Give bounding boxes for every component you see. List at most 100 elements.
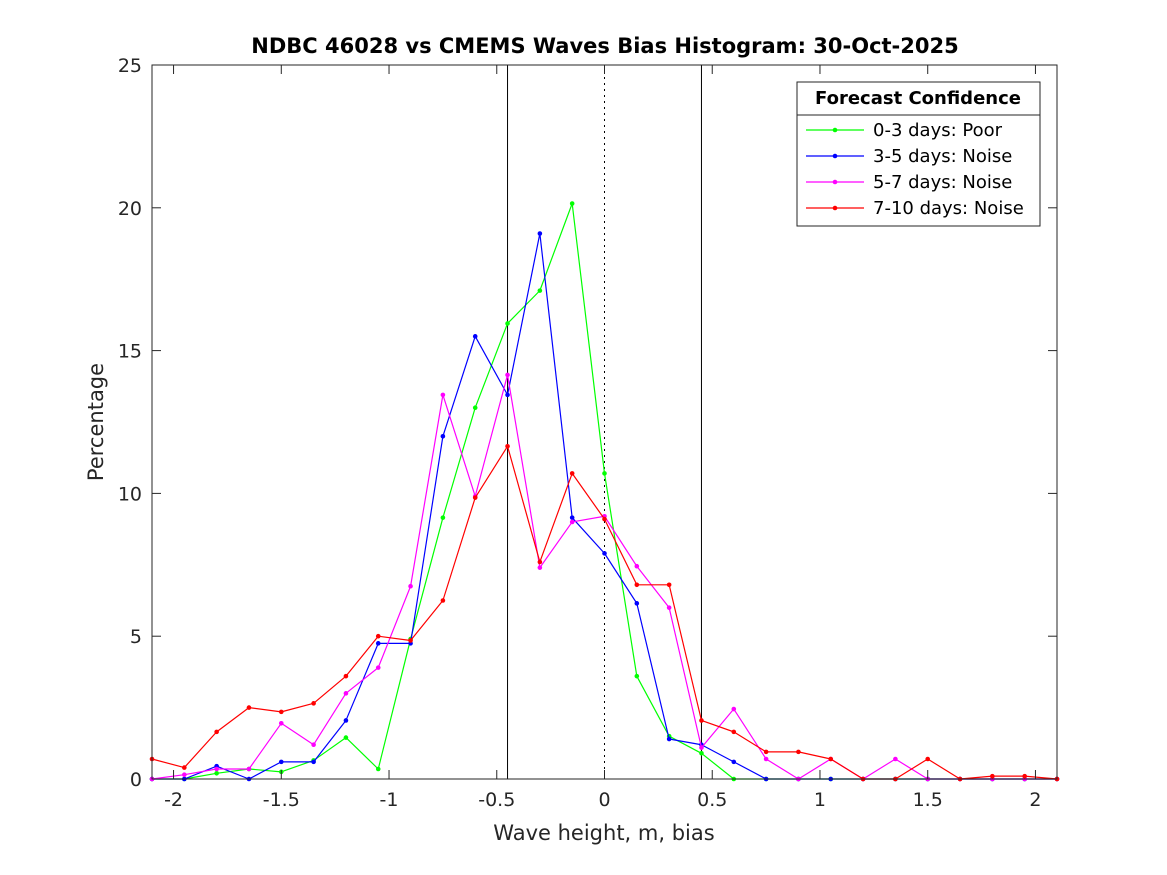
data-point bbox=[666, 605, 672, 610]
data-point bbox=[699, 718, 704, 723]
data-point bbox=[763, 749, 769, 755]
data-point bbox=[569, 519, 575, 525]
data-point bbox=[763, 756, 769, 762]
legend-swatch-marker bbox=[832, 127, 838, 133]
data-point bbox=[343, 691, 349, 696]
data-point bbox=[537, 565, 543, 570]
data-point bbox=[214, 770, 219, 776]
data-point bbox=[505, 392, 510, 398]
data-point bbox=[246, 766, 252, 772]
data-point bbox=[537, 288, 543, 293]
data-point bbox=[440, 392, 446, 398]
legend-label: 5-7 days: Noise bbox=[873, 172, 1012, 193]
data-point bbox=[472, 495, 478, 500]
x-tick-label: 0 bbox=[598, 789, 610, 811]
data-point bbox=[634, 582, 640, 588]
reference-lines bbox=[507, 65, 702, 779]
y-tick-label: 25 bbox=[118, 55, 142, 77]
x-tick-label: 0.5 bbox=[697, 789, 727, 811]
x-tick-label: -1 bbox=[380, 789, 399, 811]
legend-box bbox=[796, 81, 1041, 227]
data-point bbox=[408, 583, 413, 589]
x-tick-label: -0.5 bbox=[478, 789, 515, 811]
data-point bbox=[731, 706, 737, 712]
data-point bbox=[182, 772, 187, 778]
legend-entries: 0-3 days: Poor 3-5 days: Noise 5-7 days: N… bbox=[806, 120, 1024, 219]
y-tick-label: 20 bbox=[118, 198, 142, 220]
series-4 bbox=[149, 443, 1060, 782]
data-point bbox=[214, 729, 219, 735]
x-tick-label: -1.5 bbox=[263, 789, 300, 811]
data-point bbox=[278, 759, 284, 765]
x-axis-label: Wave height, m, bias bbox=[493, 821, 714, 845]
data-point bbox=[634, 673, 640, 679]
data-point bbox=[440, 515, 446, 520]
y-tick-label: 10 bbox=[118, 483, 142, 505]
data-point bbox=[699, 750, 704, 756]
data-point bbox=[634, 601, 640, 606]
data-point bbox=[278, 721, 284, 726]
data-point bbox=[408, 638, 413, 643]
data-point bbox=[182, 765, 187, 770]
x-tick-label: 2 bbox=[1029, 789, 1041, 811]
legend-title: Forecast Confidence bbox=[815, 88, 1021, 109]
data-point bbox=[375, 665, 381, 670]
data-point bbox=[311, 701, 316, 706]
y-axis-label: Percentage bbox=[84, 363, 108, 481]
data-point bbox=[375, 633, 381, 639]
data-point bbox=[375, 766, 381, 772]
data-point bbox=[343, 735, 349, 740]
legend-swatch-marker bbox=[832, 153, 838, 159]
data-point bbox=[537, 231, 543, 236]
data-point bbox=[440, 598, 446, 603]
y-tick-label: 5 bbox=[130, 626, 142, 648]
data-point bbox=[731, 729, 737, 735]
data-point bbox=[731, 759, 737, 765]
data-point bbox=[505, 443, 510, 449]
data-point bbox=[699, 745, 704, 750]
data-point bbox=[343, 718, 349, 723]
data-point bbox=[666, 582, 672, 588]
y-tick-label: 0 bbox=[130, 769, 142, 791]
data-point bbox=[505, 372, 510, 378]
legend-swatch-marker bbox=[832, 205, 838, 211]
data-point bbox=[375, 641, 381, 646]
legend-swatch-marker bbox=[832, 179, 838, 185]
data-point bbox=[505, 321, 510, 326]
data-point bbox=[796, 749, 801, 755]
data-point bbox=[569, 201, 575, 206]
data-point bbox=[602, 516, 607, 522]
data-point bbox=[828, 756, 834, 762]
x-tick-label: 1.5 bbox=[913, 789, 943, 811]
data-point bbox=[311, 759, 316, 765]
x-tick-label: -2 bbox=[164, 789, 183, 811]
x-tick-label: 1 bbox=[814, 789, 826, 811]
data-point bbox=[602, 551, 607, 556]
data-point bbox=[472, 334, 478, 339]
data-point bbox=[569, 471, 575, 476]
y-tick-label: 15 bbox=[118, 341, 142, 363]
legend-entry-4: 7-10 days: Noise bbox=[806, 198, 1024, 219]
data-point bbox=[246, 705, 252, 710]
data-point bbox=[1022, 773, 1027, 779]
legend-entry-2: 3-5 days: Noise bbox=[806, 146, 1012, 167]
data-point bbox=[537, 559, 543, 565]
legend: Forecast Confidence 0-3 days: Poor 3-5 da… bbox=[796, 81, 1041, 227]
data-point bbox=[602, 471, 607, 476]
data-point bbox=[893, 756, 898, 762]
data-point bbox=[278, 709, 284, 715]
data-point bbox=[472, 405, 478, 411]
data-point bbox=[311, 742, 316, 748]
legend-entry-1: 0-3 days: Poor bbox=[806, 120, 1003, 141]
data-point bbox=[440, 433, 446, 439]
legend-label: 0-3 days: Poor bbox=[873, 120, 1003, 141]
legend-label: 7-10 days: Noise bbox=[873, 198, 1024, 219]
legend-entry-3: 5-7 days: Noise bbox=[806, 172, 1012, 193]
data-point bbox=[925, 756, 931, 762]
data-point bbox=[990, 773, 995, 779]
data-point bbox=[214, 766, 219, 772]
series-group bbox=[149, 201, 1060, 782]
data-point bbox=[666, 736, 672, 742]
